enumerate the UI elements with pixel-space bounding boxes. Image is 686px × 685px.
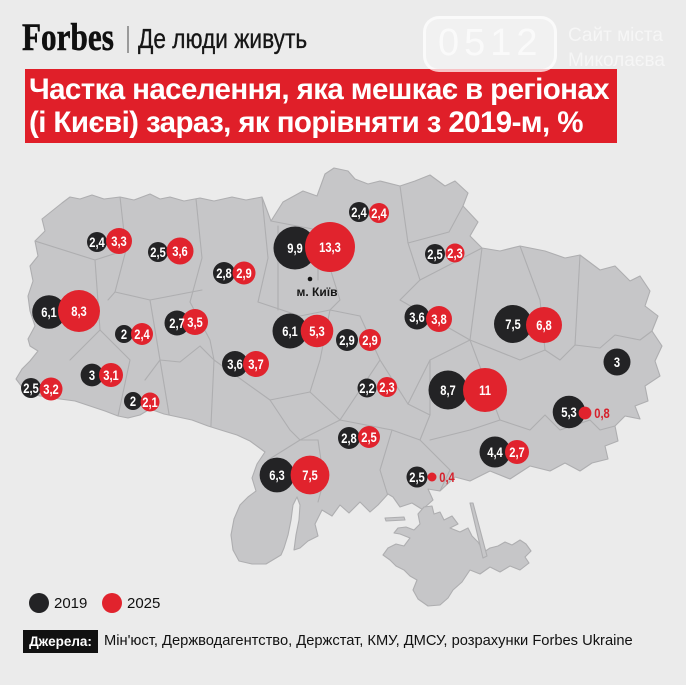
svg-text:3,6: 3,6	[227, 357, 243, 372]
svg-text:2,4: 2,4	[89, 235, 105, 250]
svg-text:2019: 2019	[54, 595, 87, 612]
svg-text:2,7: 2,7	[509, 445, 525, 460]
svg-text:2,3: 2,3	[447, 246, 463, 261]
svg-text:8,3: 8,3	[71, 304, 87, 319]
svg-text:2,5: 2,5	[409, 470, 425, 485]
svg-text:3,3: 3,3	[111, 234, 127, 249]
svg-text:2,7: 2,7	[169, 316, 185, 331]
svg-text:3,1: 3,1	[103, 368, 119, 383]
svg-text:2,3: 2,3	[379, 380, 395, 395]
svg-text:11: 11	[479, 383, 491, 398]
svg-text:2: 2	[121, 327, 127, 342]
svg-text:2: 2	[130, 394, 136, 409]
svg-text:3,5: 3,5	[187, 315, 203, 330]
svg-text:3,2: 3,2	[43, 382, 59, 397]
svg-text:3,6: 3,6	[409, 310, 425, 325]
svg-text:2,5: 2,5	[150, 245, 166, 260]
svg-text:2,5: 2,5	[427, 247, 443, 262]
svg-text:2,8: 2,8	[216, 266, 232, 281]
svg-text:2,8: 2,8	[341, 431, 357, 446]
svg-text:2,4: 2,4	[134, 327, 150, 342]
svg-text:6,1: 6,1	[282, 324, 298, 339]
svg-text:3: 3	[614, 355, 620, 370]
svg-text:13,3: 13,3	[319, 240, 341, 255]
svg-text:3,7: 3,7	[248, 357, 264, 372]
svg-text:5,3: 5,3	[561, 405, 577, 420]
svg-text:2,1: 2,1	[142, 395, 158, 410]
svg-text:3,6: 3,6	[172, 244, 188, 259]
svg-text:2025: 2025	[127, 595, 160, 612]
svg-text:5,3: 5,3	[309, 324, 325, 339]
svg-text:6,1: 6,1	[41, 305, 57, 320]
svg-text:3: 3	[89, 368, 95, 383]
svg-text:9,9: 9,9	[287, 241, 303, 256]
svg-text:4,4: 4,4	[487, 445, 503, 460]
svg-text:3,8: 3,8	[431, 312, 447, 327]
svg-text:2,9: 2,9	[362, 333, 378, 348]
svg-text:м. Київ: м. Київ	[297, 285, 338, 299]
svg-text:8,7: 8,7	[440, 383, 456, 398]
svg-text:6,8: 6,8	[536, 318, 552, 333]
svg-text:6,3: 6,3	[269, 468, 285, 483]
svg-text:0,8: 0,8	[594, 406, 610, 421]
svg-text:2,2: 2,2	[359, 381, 375, 396]
svg-text:7,5: 7,5	[505, 317, 521, 332]
svg-text:0,4: 0,4	[439, 470, 455, 485]
svg-text:2,4: 2,4	[371, 206, 387, 221]
svg-text:2,4: 2,4	[351, 205, 367, 220]
svg-text:2,9: 2,9	[339, 333, 355, 348]
svg-text:7,5: 7,5	[302, 468, 318, 483]
svg-text:2,5: 2,5	[361, 430, 377, 445]
svg-text:2,5: 2,5	[23, 381, 39, 396]
svg-text:2,9: 2,9	[236, 266, 252, 281]
